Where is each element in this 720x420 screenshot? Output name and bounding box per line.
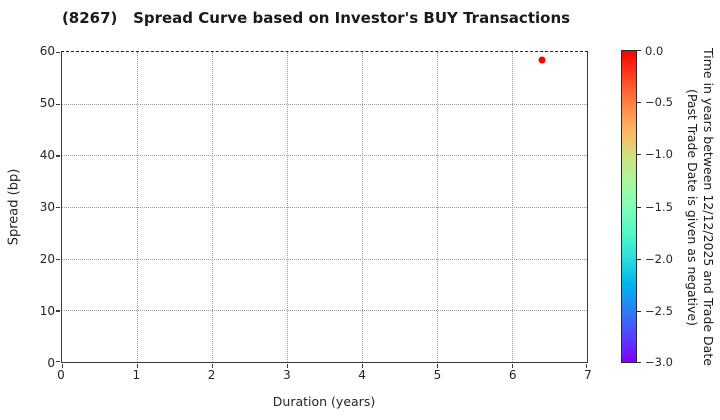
y-axis-label: Spread (bp) <box>6 168 22 246</box>
gridline-horizontal <box>62 103 587 105</box>
colorbar-label-line2: (Past Trade Date is given as negative) <box>685 88 700 326</box>
colorbar-tick-mark <box>637 102 641 104</box>
x-axis-label: Duration (years) <box>272 394 376 409</box>
x-tick-label: 1 <box>132 368 141 382</box>
colorbar-tick-label: −2.0 <box>645 251 673 266</box>
x-tick-mark <box>362 364 364 368</box>
y-tick-mark <box>56 52 60 54</box>
y-tick-label: 50 <box>39 96 55 110</box>
y-tick-label: 10 <box>39 304 55 318</box>
colorbar-tick-label: −0.5 <box>645 95 673 110</box>
y-tick-label: 20 <box>39 252 55 266</box>
colorbar <box>621 50 637 363</box>
colorbar-label-line1: Time in years between 12/12/2025 and Tra… <box>701 48 716 366</box>
y-tick-mark <box>56 155 60 157</box>
colorbar-tick-mark <box>637 310 641 312</box>
x-tick-mark <box>437 364 439 368</box>
y-tick-label: 40 <box>39 148 55 162</box>
x-tick-mark <box>585 364 588 368</box>
x-tick-mark <box>512 364 514 368</box>
gridline-horizontal <box>62 258 587 260</box>
colorbar-tick-label: 0.0 <box>645 44 664 58</box>
x-tick-label: 4 <box>358 368 366 382</box>
x-tick-mark <box>286 364 289 368</box>
y-tick-mark <box>56 360 60 362</box>
x-tick-label: 7 <box>584 368 592 382</box>
y-tick-mark <box>56 103 60 105</box>
colorbar-tick-mark <box>637 258 641 260</box>
colorbar-tick-mark <box>637 362 641 364</box>
gridline-horizontal <box>62 207 587 208</box>
colorbar-tick-label: −1.0 <box>645 147 673 162</box>
y-tick-label: 60 <box>39 44 55 58</box>
y-tick-mark <box>56 207 60 209</box>
x-tick-mark <box>211 364 214 368</box>
colorbar-axis-label: Time in years between 12/12/2025 and Tra… <box>682 38 716 376</box>
gridline-horizontal <box>62 155 587 157</box>
x-tick-label: 2 <box>207 368 216 382</box>
colorbar-tick-mark <box>637 206 641 208</box>
y-tick-mark <box>56 258 60 260</box>
colorbar-tick-mark <box>637 50 641 52</box>
colorbar-tick-label: −2.5 <box>645 303 673 318</box>
x-tick-mark <box>62 364 64 368</box>
x-tick-mark <box>136 364 139 368</box>
colorbar-tick-label: −1.5 <box>645 199 673 214</box>
x-tick-label: 6 <box>508 368 517 382</box>
chart-title: (8267) Spread Curve based on Investor's … <box>61 9 571 27</box>
y-tick-label: 0 <box>47 356 55 370</box>
plot-area <box>56 51 588 368</box>
x-tick-label: 5 <box>433 368 442 382</box>
x-tick-label: 3 <box>283 368 291 382</box>
data-point <box>538 56 546 64</box>
y-tick-label: 30 <box>39 200 55 214</box>
colorbar-tick-label: −3.0 <box>645 355 673 369</box>
y-tick-mark <box>56 310 60 312</box>
x-tick-label: 0 <box>57 368 65 382</box>
gridline-horizontal <box>62 310 587 312</box>
colorbar-tick-mark <box>637 154 641 156</box>
